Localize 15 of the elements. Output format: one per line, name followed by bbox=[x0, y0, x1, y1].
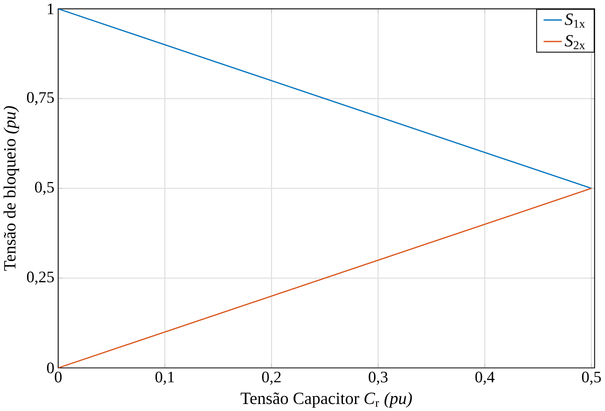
y-tick-label: 1 bbox=[48, 3, 54, 14]
legend-label: S$_{2x}$ bbox=[564, 34, 585, 50]
x-tick-label: 0,3 bbox=[368, 372, 388, 385]
x-axis-title: Tensão Capacitor C$_{r}$ (pu) bbox=[240, 392, 412, 408]
y-tick-label: 0,5 bbox=[35, 182, 54, 195]
x-tick-label: 0,2 bbox=[262, 372, 281, 385]
y-tick-label: 0,25 bbox=[27, 271, 54, 285]
legend-label: S$_{1x}$ bbox=[564, 13, 585, 28]
x-tick-label: 0 bbox=[54, 372, 62, 382]
x-tick-label: 0,1 bbox=[155, 372, 174, 385]
x-tick-label: 0,5 bbox=[582, 372, 601, 385]
y-tick-label: 0,75 bbox=[27, 92, 54, 106]
x-tick-label: 0,4 bbox=[475, 372, 495, 385]
y-axis-title: Tensão de bloqueio (pu) bbox=[4, 106, 20, 271]
y-tick-label: 0 bbox=[47, 362, 54, 374]
